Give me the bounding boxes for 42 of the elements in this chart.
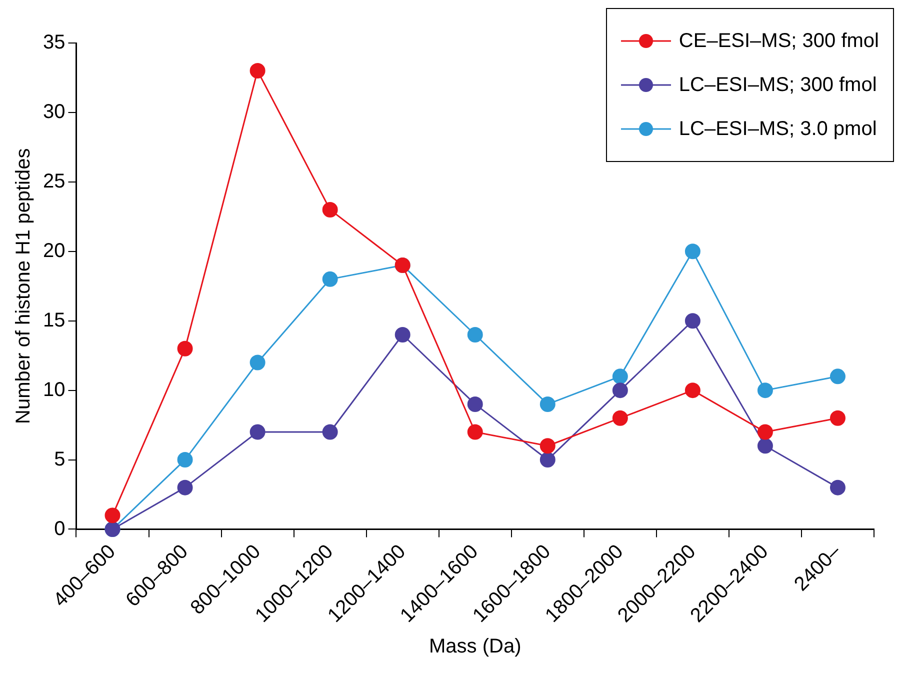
point (757, 438, 773, 454)
point (177, 452, 193, 468)
point (612, 368, 628, 384)
y-tick-label: 35 (42, 32, 66, 54)
point (540, 396, 556, 412)
point (322, 202, 338, 218)
point (540, 438, 556, 454)
point (830, 480, 846, 496)
legend-label: LC–ESI–MS; 3.0 pmol (678, 118, 877, 140)
point (177, 480, 193, 496)
point (467, 326, 483, 342)
legend-label: CE–ESI–MS; 300 fmol (678, 30, 879, 52)
y-axis-title: Number of histone H1 peptides (12, 148, 35, 424)
point (612, 382, 628, 398)
y-tick-label: 0 (54, 518, 66, 540)
point (322, 424, 338, 440)
point (612, 410, 628, 426)
y-tick-label: 30 (42, 100, 66, 123)
point (177, 340, 193, 356)
point (467, 396, 483, 412)
point (830, 368, 846, 384)
x-axis-title: Mass (Da) (429, 636, 522, 658)
point (250, 354, 266, 370)
point (684, 244, 700, 260)
y-tick-label: 15 (42, 309, 66, 332)
point (322, 271, 338, 287)
y-tick-label: 5 (54, 448, 66, 470)
point (830, 410, 846, 426)
y-tick-label: 10 (42, 378, 66, 401)
point (250, 63, 266, 79)
point (467, 424, 483, 440)
point (250, 424, 266, 440)
point (684, 382, 700, 398)
point (757, 382, 773, 398)
legend-label: LC–ESI–MS; 300 fmol (678, 74, 877, 96)
point (540, 452, 556, 468)
y-tick-label: 20 (42, 240, 66, 262)
y-tick-label: 25 (42, 170, 66, 192)
point (757, 424, 773, 440)
point (104, 508, 120, 524)
point (394, 326, 410, 342)
point (684, 313, 700, 329)
